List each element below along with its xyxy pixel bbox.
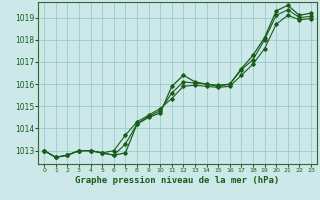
- X-axis label: Graphe pression niveau de la mer (hPa): Graphe pression niveau de la mer (hPa): [76, 176, 280, 185]
